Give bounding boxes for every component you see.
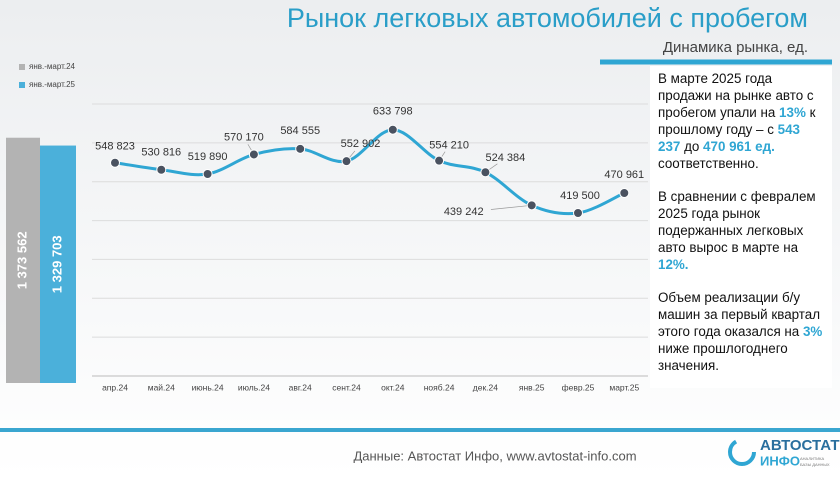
x-tick-label: февр.25 [562,382,595,392]
value-label: 584 555 [280,125,320,137]
highlight: 470 961 ед. [703,139,775,154]
x-tick-label: окт.24 [381,382,405,392]
text: до [680,139,704,154]
x-tick-label: апр.24 [102,382,128,392]
subtitle: Динамика рынка, ед. [663,39,808,56]
text-box: В марте 2025 года продажи на рынке авто … [650,66,832,388]
value-label: 524 384 [486,152,526,164]
value-label: 570 170 [224,131,264,143]
paragraph: В марте 2025 года продажи на рынке авто … [658,70,826,172]
source: Данные: Автостат Инфо, www.avtostat-info… [353,448,636,463]
bar-label: 1 329 703 [49,235,64,293]
highlight: 543 237 [658,122,800,154]
paragraph: В сравнении с февралем 2025 года рынок п… [658,188,826,273]
x-tick-label: июль.24 [238,382,270,392]
text: соответственно. [658,156,759,171]
value-label: 530 816 [141,147,181,159]
x-tick-label: авг.24 [289,382,312,392]
highlight: 3% [802,324,823,339]
point [573,207,583,218]
point [526,200,537,211]
text: В марте 2025 года продажи на рынке авто … [658,71,814,120]
bar-label: 1 373 562 [14,231,29,289]
x-tick-label: нояб.24 [424,382,455,392]
text: В сравнении с февралем 2025 года рынок п… [658,189,816,255]
point [202,168,213,179]
value-label: 519 890 [188,151,228,163]
point [248,149,259,160]
text: к прошлому году – с [658,105,816,137]
x-tick-label: май.24 [148,382,175,392]
logo-icon [728,438,756,466]
value-label: 548 823 [95,141,135,153]
leader-line [490,204,532,210]
logo-top: АВТОСТАТ [760,437,839,454]
point [619,187,630,198]
x-tick-label: сент.24 [332,382,361,392]
point [110,157,120,168]
legend-swatch [19,82,25,88]
legend-label: янв.-март.24 [29,62,76,71]
point [295,143,306,154]
value-label: 554 210 [429,140,469,152]
point [480,167,491,178]
bar [6,137,40,383]
value-label: 470 961 [604,169,644,181]
highlight: 13% [779,105,806,120]
logo-note: БАЗЫ ДАННЫХ [800,462,830,467]
x-tick-label: дек.24 [473,382,498,392]
text: ниже прошлогоднего значения. [658,341,788,373]
value-label: 419 500 [560,190,600,202]
text: Объем реализации б/у машин за первый ква… [658,290,821,339]
logo-note: АНАЛИТИКА [800,456,824,461]
point [341,156,352,167]
logo-bottom: ИНФО [760,453,800,468]
point [156,164,167,175]
x-tick-label: янв.25 [519,382,545,392]
x-tick-label: март.25 [609,382,639,392]
legend-swatch [19,64,25,70]
point [387,124,398,135]
highlight: 12%. [658,257,689,272]
value-label: 552 902 [341,138,381,150]
legend-label: янв.-март.25 [29,80,76,89]
x-tick-label: июнь.24 [192,382,224,392]
title: Рынок легковых автомобилей с пробегом [287,3,808,33]
bar [40,145,76,383]
value-label: 439 242 [444,206,484,218]
point [434,155,445,166]
value-label: 633 798 [373,106,413,118]
paragraph: Объем реализации б/у машин за первый ква… [658,289,826,374]
